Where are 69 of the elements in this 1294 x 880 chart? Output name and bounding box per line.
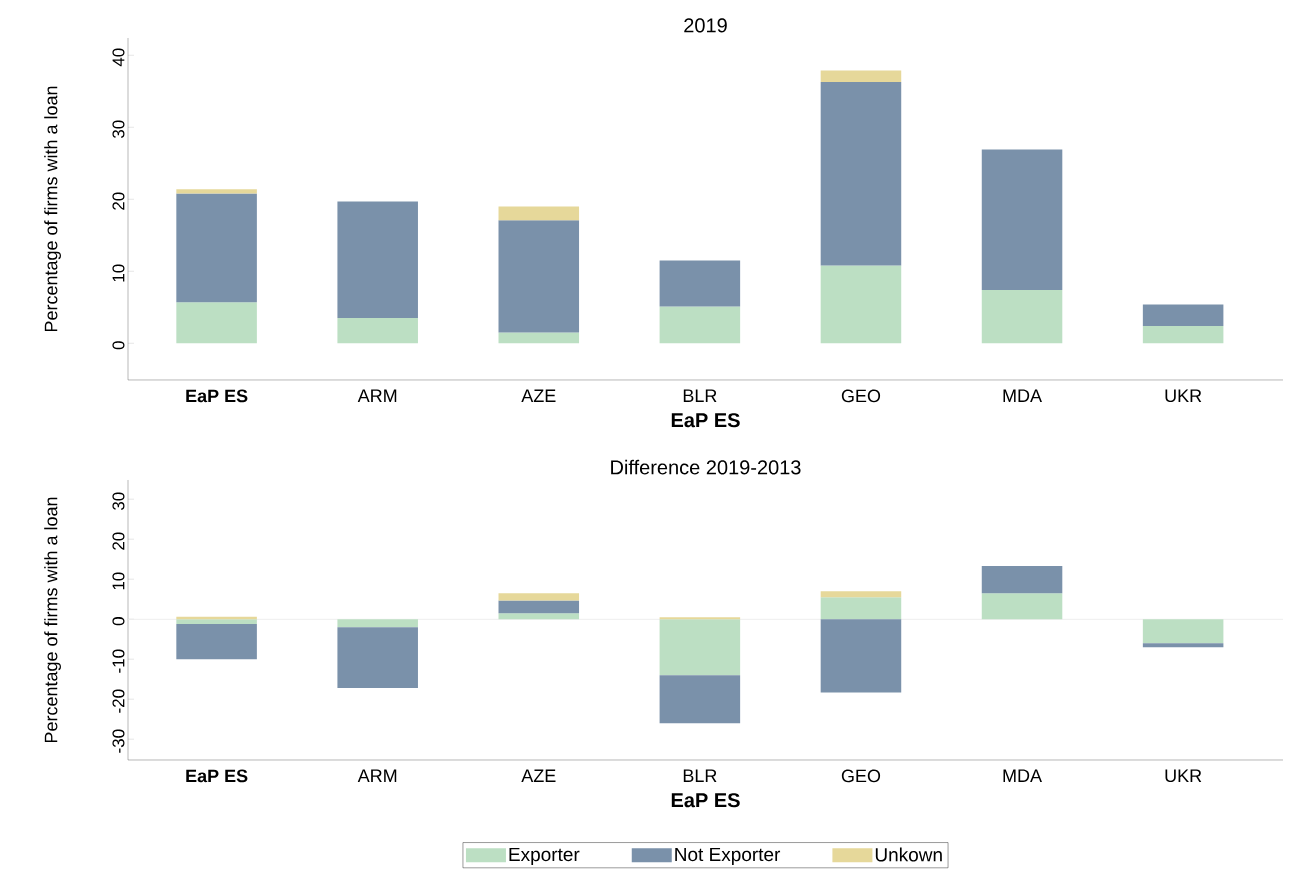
bar — [337, 318, 418, 344]
bar — [659, 260, 741, 307]
x-tick-label: AZE — [521, 769, 556, 782]
bar — [498, 206, 580, 221]
x-tick-label: MDA — [1003, 769, 1042, 782]
bar — [820, 591, 902, 598]
bar — [337, 619, 418, 628]
x-tick-label: BLR — [683, 389, 717, 402]
y-tick-label: -20 — [112, 689, 125, 713]
chart-title: 2019 — [684, 18, 727, 33]
x-tick-label: ARM — [357, 389, 397, 402]
bar — [981, 149, 1063, 290]
x-tick-label: EaP ES — [186, 769, 248, 783]
bar — [981, 565, 1063, 594]
bar — [498, 220, 580, 333]
chart-title: Difference 2019-2013 — [611, 459, 801, 475]
bar — [176, 302, 257, 344]
x-axis-title: EaP ES — [671, 793, 740, 808]
y-tick-label: -10 — [112, 649, 125, 673]
bar — [659, 675, 741, 724]
bar — [337, 201, 418, 319]
legend-label: Exporter — [509, 847, 580, 865]
bar — [820, 619, 902, 693]
y-tick-label: 30 — [112, 120, 125, 139]
x-tick-label: UKR — [1165, 389, 1202, 403]
y-axis-title: Percentage of firms with a loan — [44, 497, 61, 743]
bar — [981, 289, 1063, 344]
bar — [1142, 325, 1224, 344]
y-tick-label: 0 — [112, 617, 125, 626]
y-tick-label: 10 — [112, 264, 125, 282]
bar — [1142, 304, 1224, 326]
y-tick-label: 40 — [112, 48, 125, 67]
x-tick-label: AZE — [521, 389, 556, 402]
x-tick-label: MDA — [1003, 389, 1042, 402]
y-tick-label: 20 — [112, 192, 125, 210]
legend-label: Unkown — [875, 847, 942, 862]
y-axis-title: Percentage of firms with a loan — [44, 86, 61, 332]
y-tick-label: 0 — [112, 341, 125, 350]
bar — [1142, 619, 1224, 644]
bar — [337, 627, 418, 688]
bar — [176, 189, 257, 194]
bar — [498, 332, 580, 344]
x-tick-label: UKR — [1165, 769, 1202, 783]
bar — [659, 306, 741, 344]
x-axis-title: EaP ES — [671, 413, 740, 428]
bar — [981, 593, 1063, 620]
bar — [498, 613, 580, 620]
bar — [176, 623, 257, 660]
y-tick-label: 20 — [112, 532, 125, 550]
y-tick-label: 10 — [112, 572, 125, 590]
bar — [820, 265, 902, 344]
bar — [176, 193, 257, 303]
legend-label: Not Exporter — [675, 847, 781, 865]
bar — [1142, 643, 1224, 648]
bar — [498, 593, 580, 601]
bar — [659, 617, 741, 620]
x-tick-label: EaP ES — [186, 389, 248, 403]
bar — [498, 600, 580, 614]
x-tick-label: GEO — [841, 389, 881, 403]
bar — [176, 619, 257, 624]
y-tick-label: -30 — [112, 729, 125, 753]
x-tick-label: BLR — [683, 769, 717, 782]
bar — [820, 597, 902, 620]
x-tick-label: GEO — [841, 769, 881, 783]
bar — [659, 619, 741, 676]
bar — [820, 81, 902, 266]
y-tick-label: 30 — [112, 492, 125, 510]
bar — [820, 70, 902, 82]
x-tick-label: ARM — [357, 769, 397, 782]
